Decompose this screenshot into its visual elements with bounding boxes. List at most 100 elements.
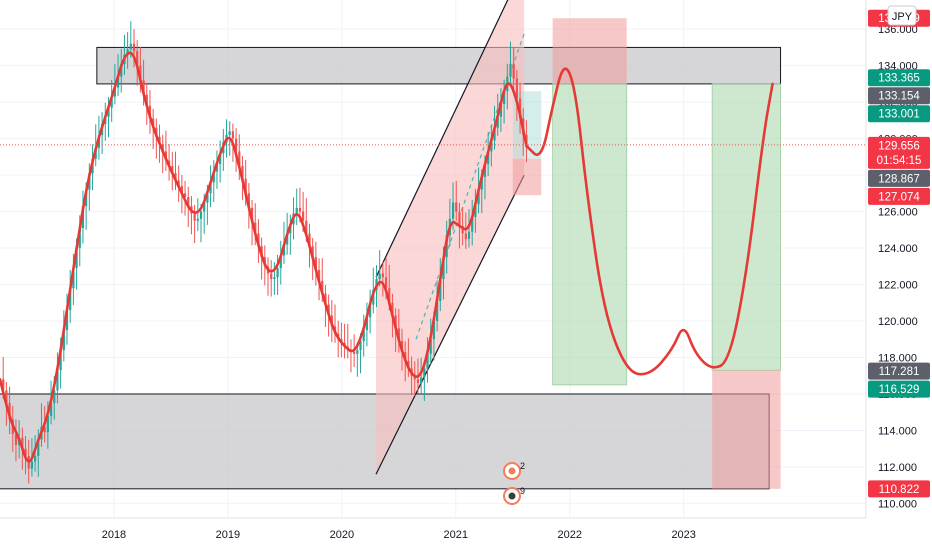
candle-body [136,51,139,66]
channel-lower-line[interactable] [375,174,525,475]
candle-body [515,78,518,99]
candle-body [518,98,522,119]
price-label-gray: 117.281 [868,362,930,380]
candle-body [231,131,235,139]
price-label-value: 127.074 [878,191,920,203]
candle-body [439,279,442,301]
candle-body [317,269,321,281]
candle-body [359,341,362,351]
y-tick-label: 114.000 [878,425,917,437]
candle-body [356,350,359,354]
currency-selector[interactable]: JPY [887,5,917,26]
candle-body [365,317,369,331]
candle-body [241,165,244,179]
candle-body [46,415,49,433]
price-label-value: 116.529 [879,384,920,396]
candle-body [270,273,273,280]
candle-body [295,207,298,214]
small-stop-box[interactable] [512,158,542,196]
candle-body [477,189,480,205]
candle-body [30,461,34,469]
short-stop-box[interactable] [552,18,627,84]
price-label-background [868,169,930,187]
candle-body [413,375,416,380]
price-label-value: 128.867 [878,173,920,185]
short-target-box[interactable] [552,83,628,386]
candle-body [487,151,490,165]
event-marker[interactable]: 2 [503,461,525,480]
candle-body [368,304,372,318]
countdown-timer: 01:54:15 [877,155,922,167]
candle-body [502,91,506,104]
marker-count: 2 [520,461,525,471]
price-label-value: 110.822 [879,484,920,496]
candle-body [161,144,164,152]
candle-body [177,180,180,187]
candle-body [362,330,365,342]
candle-body [471,217,474,232]
candle-body [388,288,391,303]
candle-body [254,222,257,234]
y-tick-label: 110.000 [878,498,917,510]
event-marker[interactable]: 9 [503,486,525,505]
candle-body [276,268,279,278]
candle-body [215,164,219,172]
candle-body [512,63,515,79]
candle-body [432,321,436,340]
long-stop-box[interactable] [712,370,781,489]
long-target-box[interactable] [711,83,781,371]
candle-body [244,178,247,194]
candle-body [247,193,250,208]
y-tick-label: 136.000 [878,24,918,36]
candle-body [490,140,493,152]
candle-body [301,211,305,221]
candle-body [199,211,203,219]
resistance-zone[interactable] [96,46,782,85]
candle-body [209,182,212,194]
candle-body [238,151,241,166]
x-tick-label: 2021 [444,529,468,541]
x-tick-label: 2020 [330,529,354,541]
candle-body [423,368,426,378]
candle-body [378,273,381,280]
markers-layer[interactable]: 29 [503,461,525,505]
candle-body [455,202,458,212]
price-label-green: 116.529 [868,380,930,398]
price-label-gray: 128.867 [868,169,930,187]
candle-body [458,211,461,227]
candle-body [37,439,40,456]
x-tick-label: 2018 [102,529,126,541]
candle-body [110,96,113,108]
projection-curve-layer[interactable] [0,51,866,463]
projection-curve[interactable] [0,51,774,463]
candle-body [33,455,37,462]
price-label-value: 133.001 [878,109,920,121]
candle-body [203,202,206,212]
price-label-value: 133.365 [878,73,920,85]
candle-body [426,353,429,369]
candle-body [62,330,65,351]
candle-body [113,87,116,97]
price-label-background [868,87,930,105]
candle-body [305,220,308,234]
channel-mid-line[interactable] [415,33,525,340]
channel-upper-line[interactable] [375,0,524,278]
candle-body [257,233,260,247]
x-tick-label: 2022 [557,529,581,541]
candle-body [384,277,388,289]
candle-body [279,255,282,269]
candle-body [474,204,477,218]
candle-body [464,233,467,239]
candle-body [480,176,483,190]
price-label-value: 133.154 [878,91,920,103]
candle-body [107,107,110,117]
candle-body [2,379,5,391]
marker-dot [508,467,516,475]
x-tick-label: 2019 [216,529,240,541]
candle-body [353,352,356,354]
candle-body [14,434,18,446]
candle-body [467,231,471,239]
y-tick-label: 118.000 [878,352,917,364]
